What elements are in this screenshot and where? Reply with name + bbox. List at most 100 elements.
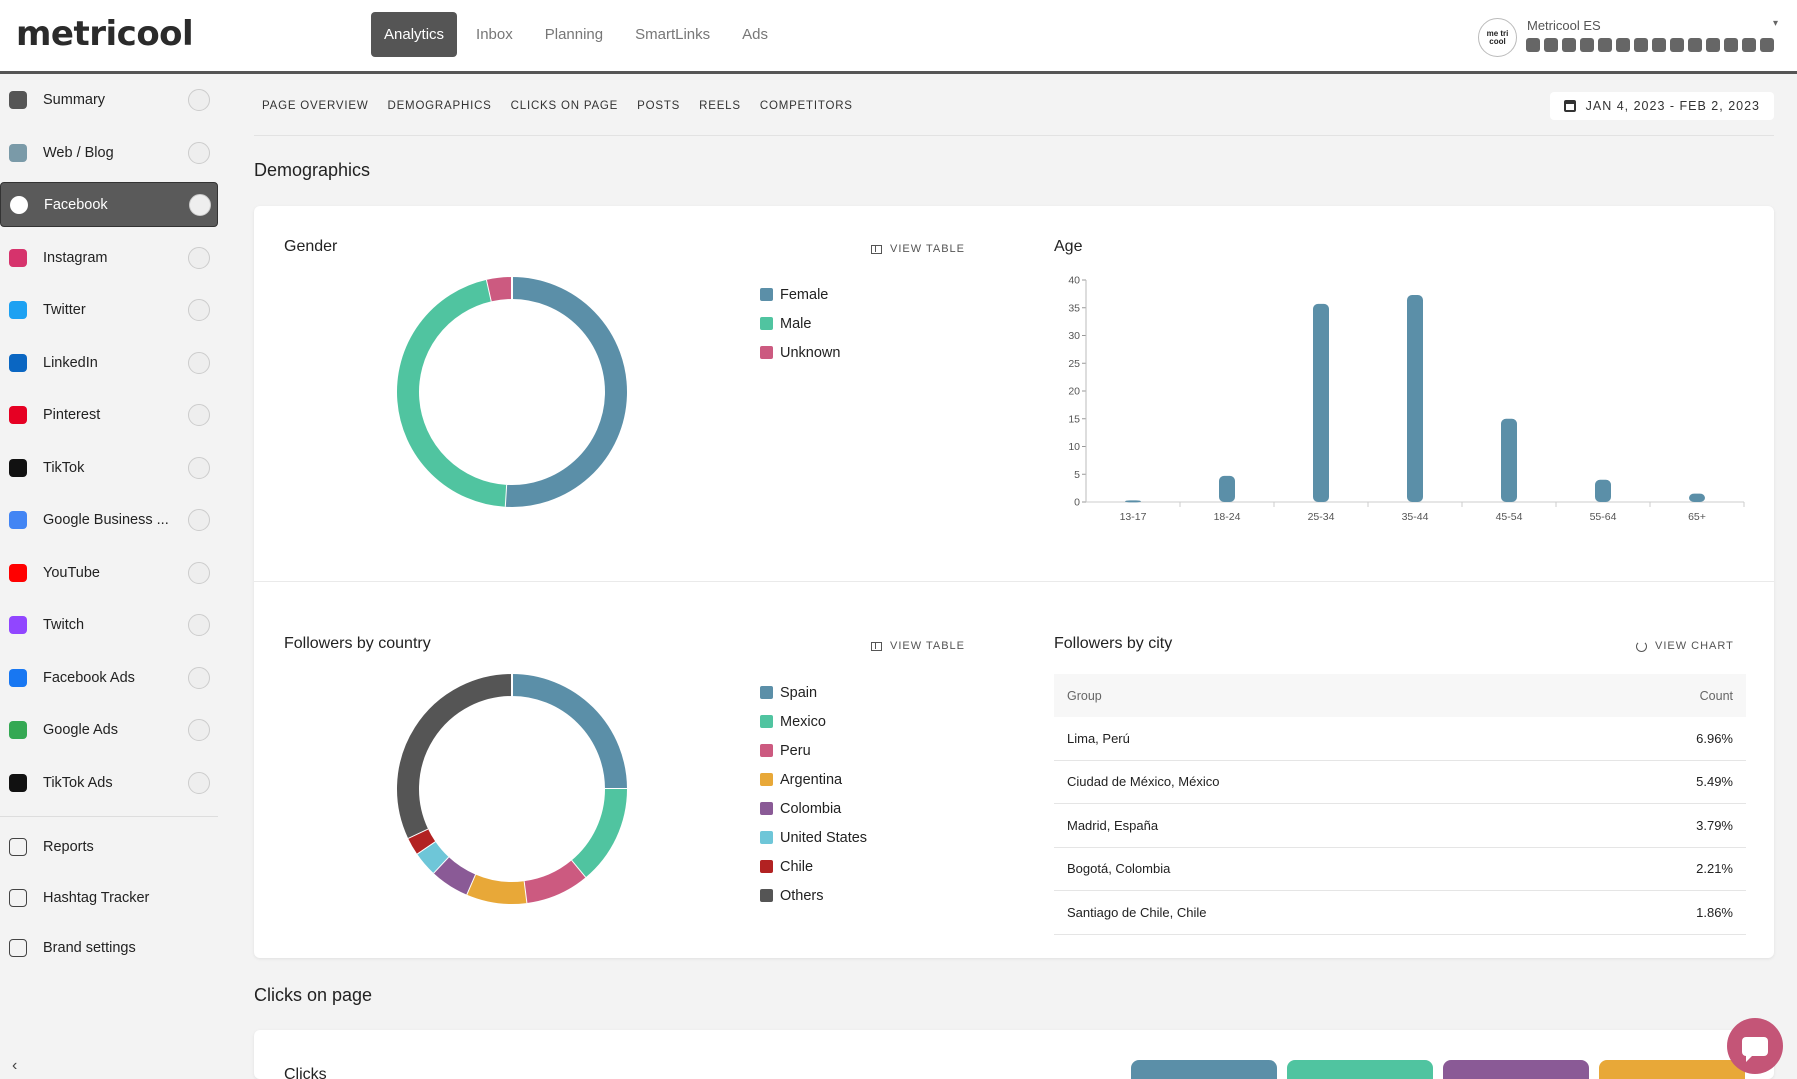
tiktok-icon	[9, 458, 27, 477]
sidebar-item-twitch[interactable]: Twitch	[0, 602, 218, 647]
account-badge	[188, 613, 210, 636]
gender-slice-male[interactable]	[397, 279, 507, 507]
country-slice-others[interactable]	[397, 674, 513, 838]
sidebar-item-hashtag-tracker[interactable]: Hashtag Tracker	[0, 875, 218, 920]
country-slice-united-states[interactable]	[416, 841, 449, 873]
country-slice-peru[interactable]	[523, 860, 586, 904]
legend-label: Others	[780, 887, 824, 904]
gender-legend-item[interactable]: Unknown	[760, 338, 840, 367]
kpi-tile[interactable]	[1599, 1060, 1745, 1079]
y-tick-label: 10	[1068, 441, 1080, 453]
city-name: Santiago de Chile, Chile	[1067, 904, 1207, 920]
clipboard-icon	[9, 90, 27, 109]
country-donut-chart	[397, 674, 627, 904]
sidebar-item-facebook[interactable]: Facebook	[0, 182, 218, 227]
legend-label: Mexico	[780, 713, 826, 730]
age-bar-25-34[interactable]	[1313, 303, 1329, 502]
tab-demographics[interactable]: DEMOGRAPHICS	[387, 100, 492, 112]
country-legend-item[interactable]: Colombia	[760, 794, 867, 823]
nav-ads[interactable]: Ads	[742, 26, 769, 43]
tab-posts[interactable]: POSTS	[637, 100, 681, 112]
country-legend-item[interactable]: Others	[760, 881, 867, 910]
tab-reels[interactable]: REELS	[699, 100, 741, 112]
country-slice-spain[interactable]	[511, 674, 627, 790]
country-legend-item[interactable]: Argentina	[760, 765, 867, 794]
age-bar-65+[interactable]	[1689, 493, 1705, 502]
sidebar-item-brand-settings[interactable]: Brand settings	[0, 925, 218, 970]
age-bar-35-44[interactable]	[1407, 294, 1423, 502]
sidebar-item-web-blog[interactable]: Web / Blog	[0, 130, 218, 175]
country-view-table-button[interactable]: VIEW TABLE	[871, 640, 965, 652]
instagram-icon	[1562, 38, 1576, 52]
kpi-tile[interactable]	[1287, 1060, 1433, 1079]
x-tick-label: 65+	[1688, 511, 1706, 523]
sidebar-item-tiktok[interactable]: TikTok	[0, 445, 218, 490]
country-legend-item[interactable]: Spain	[760, 678, 867, 707]
sidebar-item-label: Summary	[43, 91, 106, 108]
column-count[interactable]: Count	[1699, 688, 1733, 703]
tab-page-overview[interactable]: PAGE OVERVIEW	[262, 100, 369, 112]
sidebar-item-label: TikTok Ads	[43, 774, 113, 791]
gender-view-table-button[interactable]: VIEW TABLE	[871, 243, 965, 255]
sidebar-item-youtube[interactable]: YouTube	[0, 550, 218, 595]
country-legend-item[interactable]: Mexico	[760, 707, 867, 736]
y-tick-label: 15	[1068, 413, 1080, 425]
nav-smartlinks[interactable]: SmartLinks	[635, 26, 711, 43]
sidebar-item-twitter[interactable]: Twitter	[0, 287, 218, 332]
metricool-logo[interactable]: metricool	[16, 14, 194, 54]
nav-planning[interactable]: Planning	[544, 26, 604, 43]
date-range-picker[interactable]: JAN 4, 2023 - FEB 2, 2023	[1549, 92, 1774, 120]
age-bar-18-24[interactable]	[1219, 475, 1235, 502]
country-legend-item[interactable]: Peru	[760, 736, 867, 765]
section-title-clicks: Clicks on page	[254, 985, 373, 1005]
account-switcher[interactable]: me tri cool Metricool ES ▾	[1478, 16, 1778, 60]
legend-swatch	[760, 346, 773, 359]
collapse-sidebar-icon[interactable]: ‹	[12, 1057, 18, 1074]
city-title: Followers by city	[1054, 635, 1173, 652]
main-nav: Analytics Inbox Planning SmartLinks Ads	[371, 12, 781, 57]
clicks-kpis	[1131, 1060, 1745, 1079]
column-group[interactable]: Group	[1067, 688, 1102, 703]
sidebar-item-reports[interactable]: Reports	[0, 824, 218, 869]
tab-competitors[interactable]: COMPETITORS	[759, 100, 853, 112]
country-legend: Spain Mexico Peru Argentina Colombia United S…	[760, 678, 867, 910]
city-name: Lima, Perú	[1067, 730, 1130, 746]
country-legend-item[interactable]: Chile	[760, 852, 867, 881]
legend-swatch	[760, 715, 773, 728]
kpi-tile[interactable]	[1443, 1060, 1589, 1079]
country-slice-chile[interactable]	[407, 828, 436, 854]
gender-legend-item[interactable]: Male	[760, 309, 840, 338]
country-slice-colombia[interactable]	[433, 856, 476, 895]
sidebar-item-summary[interactable]: Summary	[0, 77, 218, 122]
country-slice-argentina[interactable]	[466, 874, 527, 904]
sidebar-item-instagram[interactable]: Instagram	[0, 235, 218, 280]
nav-inbox[interactable]: Inbox	[476, 26, 513, 43]
x-tick-label: 18-24	[1214, 511, 1241, 523]
country-legend-item[interactable]: United States	[760, 823, 867, 852]
nav-analytics[interactable]: Analytics	[371, 12, 458, 57]
age-bar-45-54[interactable]	[1501, 418, 1517, 502]
y-tick-label: 35	[1068, 302, 1080, 314]
tiktok-ads-icon	[9, 773, 27, 792]
sidebar-item-tiktok-ads[interactable]: TikTok Ads	[0, 760, 218, 805]
chat-button[interactable]	[1727, 1018, 1783, 1074]
country-slice-mexico[interactable]	[571, 788, 627, 878]
gender-slice-unknown[interactable]	[486, 277, 513, 302]
city-table: Group Count Lima, Perú 6.96% Ciudad de Méx…	[1054, 674, 1746, 935]
sidebar-item-facebook-ads[interactable]: Facebook Ads	[0, 655, 218, 700]
clicks-title: Clicks	[284, 1066, 327, 1079]
sidebar-item-google-ads[interactable]: Google Ads	[0, 707, 218, 752]
sidebar-item-google-business[interactable]: Google Business ...	[0, 497, 218, 542]
legend-label: United States	[780, 829, 868, 846]
gender-legend: Female Male Unknown	[760, 280, 840, 367]
age-bar-13-17[interactable]	[1125, 500, 1141, 503]
gender-slice-female[interactable]	[504, 277, 627, 507]
gender-legend-item[interactable]: Female	[760, 280, 840, 309]
city-view-chart-button[interactable]: VIEW CHART	[1636, 640, 1734, 652]
kpi-tile[interactable]	[1131, 1060, 1277, 1079]
x-tick-label: 45-54	[1496, 511, 1523, 523]
tab-clicks-on-page[interactable]: CLICKS ON PAGE	[510, 100, 619, 112]
age-bar-55-64[interactable]	[1595, 479, 1611, 502]
sidebar-item-linkedin[interactable]: LinkedIn	[0, 340, 218, 385]
sidebar-item-pinterest[interactable]: Pinterest	[0, 392, 218, 437]
